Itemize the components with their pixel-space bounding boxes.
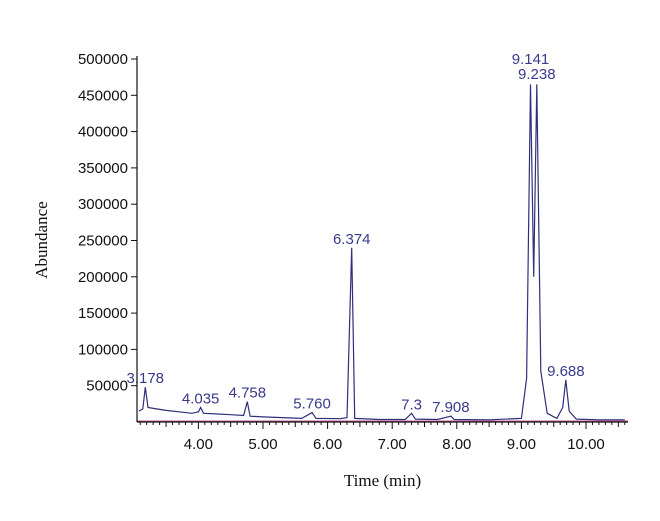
x-tick-label: 10.00 (567, 436, 605, 453)
y-tick-label: 350000 (78, 160, 128, 177)
peak-label: 9.688 (547, 363, 585, 380)
y-tick-label: 400000 (78, 124, 128, 141)
y-tick-label: 150000 (78, 305, 128, 322)
peak-label: 7.3 (401, 396, 422, 413)
y-tick-label: 50000 (86, 378, 128, 395)
y-tick-label: 250000 (78, 233, 128, 250)
x-tick-label: 9.00 (507, 436, 536, 453)
x-tick-label: 4.00 (184, 436, 213, 453)
chromatogram-trace (138, 84, 625, 421)
peak-label: 6.374 (333, 231, 371, 248)
peak-label: 4.758 (229, 385, 267, 402)
peak-label: 5.760 (293, 396, 331, 413)
y-tick-label: 100000 (78, 341, 128, 358)
y-tick-label: 200000 (78, 269, 128, 286)
x-tick-label: 5.00 (248, 436, 277, 453)
x-axis-title: Time (min) (344, 471, 421, 490)
y-tick-label: 300000 (78, 196, 128, 213)
peak-label: 9.238 (518, 66, 556, 83)
peak-label: 4.035 (182, 390, 220, 407)
peak-label: 7.908 (432, 399, 470, 416)
x-tick-label: 6.00 (313, 436, 342, 453)
y-axis-title: Abundance (32, 201, 51, 278)
y-axis-ticks: 50000 100000 150000 200000 250000 300000 35000… (78, 51, 137, 395)
peak-label: 3.178 (126, 370, 164, 387)
x-tick-label: 8.00 (442, 436, 471, 453)
y-tick-label: 450000 (78, 87, 128, 104)
peak-label: 9.141 (512, 51, 550, 68)
x-axis-ticks: 4.00 5.00 6.00 7.00 8.00 9.00 10.00 (139, 422, 626, 453)
y-tick-label: 500000 (78, 51, 128, 68)
x-tick-label: 7.00 (378, 436, 407, 453)
